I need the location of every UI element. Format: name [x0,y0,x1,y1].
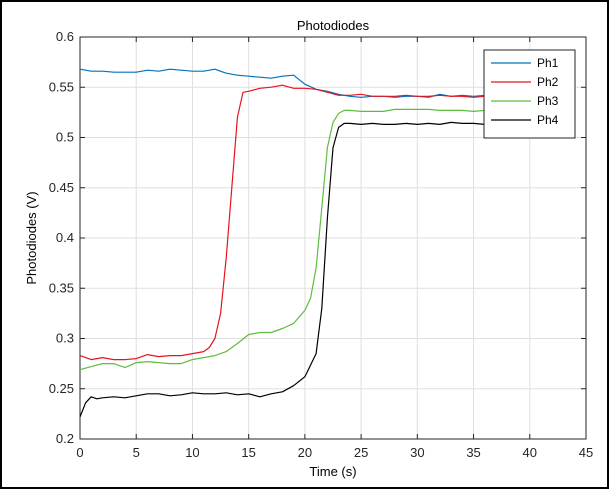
x-tick-label: 25 [354,445,368,460]
x-tick-label: 0 [76,445,83,460]
series-line-ph3 [79,108,497,371]
x-tick-label: 15 [241,445,255,460]
x-tick-label: 35 [466,445,480,460]
y-tick-label: 0.2 [56,431,74,446]
series-line-ph2 [79,84,497,361]
legend: Ph1 Ph2 Ph3 Ph4 [483,49,576,139]
x-tick-label: 30 [410,445,424,460]
series-lines [79,68,497,418]
x-tick-label: 20 [298,445,312,460]
x-tick-label: 40 [523,445,537,460]
axis-ticks: 0 5 10 15 20 25 30 35 40 45 0.2 0.25 0.3 0.35 0.4 0.45 0… [49,29,594,460]
x-tick-label: 10 [185,445,199,460]
legend-box [483,49,576,139]
legend-label-ph2: Ph2 [537,75,559,89]
legend-label-ph1: Ph1 [537,56,559,70]
x-tick-label: 5 [133,445,140,460]
y-tick-label: 0.3 [56,331,74,346]
x-tick-label: 45 [579,445,593,460]
legend-label-ph4: Ph4 [537,113,559,127]
y-tick-label: 0.25 [49,381,74,396]
legend-label-ph3: Ph3 [537,94,559,108]
series-line-ph4 [79,121,496,418]
y-tick-label: 0.5 [56,130,74,145]
y-tick-label: 0.35 [49,280,74,295]
y-axis-label: Photodiodes (V) [24,191,39,284]
y-tick-label: 0.6 [56,29,74,44]
x-axis-label: Time (s) [309,464,356,479]
y-tick-label: 0.4 [56,230,74,245]
y-tick-label: 0.55 [49,79,74,94]
series-line-ph1 [79,68,497,98]
y-tick-label: 0.45 [49,180,74,195]
chart-title: Photodiodes [297,18,370,33]
